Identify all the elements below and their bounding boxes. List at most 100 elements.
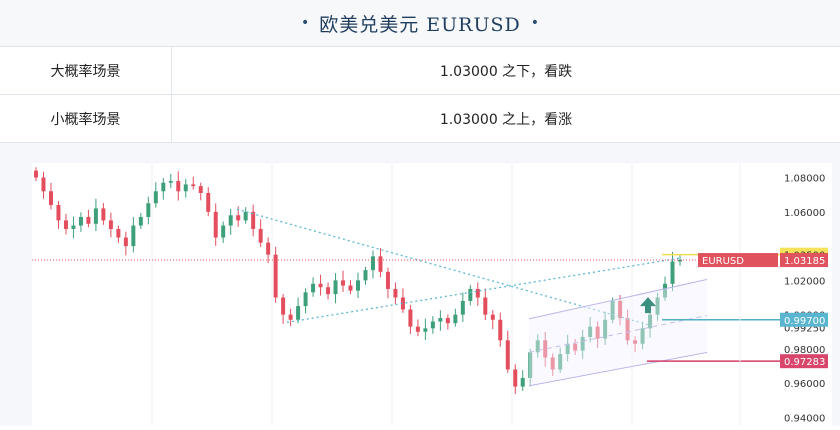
candle [640, 328, 645, 344]
candle [341, 280, 346, 286]
candle [513, 369, 518, 387]
price-tag-text: 0.99700 [784, 316, 825, 327]
candle [438, 318, 443, 322]
candle [281, 297, 286, 315]
candle [288, 314, 293, 320]
candle [296, 306, 301, 320]
candle [251, 211, 256, 229]
candle [71, 225, 76, 229]
y-tick-label: 1.08000 [784, 174, 825, 185]
candle [550, 357, 555, 370]
candle [385, 271, 390, 289]
candle [93, 208, 98, 224]
candle [580, 336, 585, 351]
candle [595, 326, 600, 339]
candle [370, 256, 375, 271]
candle [273, 254, 278, 298]
scenario-row-minor: 小概率场景 1.03000 之上，看涨 [0, 95, 840, 143]
candle [108, 220, 113, 229]
candle [400, 297, 405, 310]
candle [558, 354, 563, 370]
price-tag-current [780, 253, 828, 268]
candle [490, 314, 495, 320]
candle [116, 228, 121, 238]
candle [393, 288, 398, 298]
candle [483, 297, 488, 315]
candlestick-chart: 1.080001.060001.020001.000000.992500.980… [32, 163, 828, 426]
price-tag-symbol [698, 253, 778, 268]
candle [603, 319, 608, 339]
price-tag-current-text: 1.03185 [784, 256, 825, 267]
candle [363, 270, 368, 281]
candle [453, 314, 458, 324]
candle [78, 216, 83, 226]
channel-mid [528, 314, 708, 353]
chart-area: 1.080001.060001.020001.000000.992500.980… [0, 143, 840, 426]
candle [655, 297, 660, 315]
candle [588, 326, 593, 337]
candle [423, 328, 428, 332]
candle [221, 225, 226, 238]
scenario-label: 小概率场景 [0, 95, 172, 142]
candle [146, 203, 151, 217]
y-tick-label: 0.94000 [784, 413, 825, 424]
candle [48, 191, 53, 205]
candle [63, 220, 68, 229]
channel-bottom [528, 351, 708, 387]
candle [356, 280, 360, 291]
scenario-label: 大概率场景 [0, 47, 172, 94]
candle [326, 287, 331, 295]
candle [311, 283, 316, 293]
candle [348, 285, 353, 291]
candle [565, 343, 570, 355]
trend-line-resistance [236, 208, 653, 327]
candle [41, 177, 46, 192]
candle [663, 283, 668, 298]
candle [648, 314, 653, 329]
scenario-row-major: 大概率场景 1.03000 之下，看跌 [0, 47, 840, 95]
channel-fill [529, 279, 707, 386]
candle [408, 309, 413, 327]
candle [131, 225, 136, 247]
candle [610, 300, 615, 320]
candle [498, 319, 503, 341]
candle [176, 180, 181, 192]
candle [415, 326, 420, 332]
candle [236, 215, 241, 221]
price-tag-text: 0.97283 [784, 357, 825, 368]
title-dot-right: • [530, 15, 540, 31]
candle [228, 215, 233, 226]
y-tick-label: 0.96000 [784, 379, 825, 390]
title-dot-left: • [300, 15, 310, 31]
candle [520, 378, 525, 387]
candle [303, 292, 308, 307]
candle [206, 192, 211, 212]
candle [618, 300, 623, 319]
candle [198, 186, 203, 193]
y-tick-label: 0.99250 [784, 323, 825, 334]
candle [266, 242, 271, 255]
candle [543, 340, 548, 358]
candle [468, 288, 473, 301]
candle [633, 340, 638, 344]
candle [34, 170, 38, 178]
candle [535, 340, 540, 353]
page-title: 欧美兑美元 EURUSD [319, 13, 521, 36]
candle [678, 259, 682, 262]
candle [183, 184, 188, 192]
candle [213, 211, 218, 238]
price-tag [780, 312, 828, 327]
trend-line-support [286, 257, 681, 323]
candle [123, 237, 128, 247]
price-tag [780, 354, 828, 369]
candle [101, 208, 106, 221]
candle [460, 300, 465, 315]
scenario-value: 1.03000 之上，看涨 [439, 111, 573, 128]
candle [445, 318, 450, 324]
candle [56, 204, 61, 221]
candle [161, 182, 166, 192]
candle [625, 318, 630, 341]
candle [528, 352, 533, 379]
candle [153, 191, 158, 204]
y-tick-label: 1.06000 [784, 208, 825, 219]
